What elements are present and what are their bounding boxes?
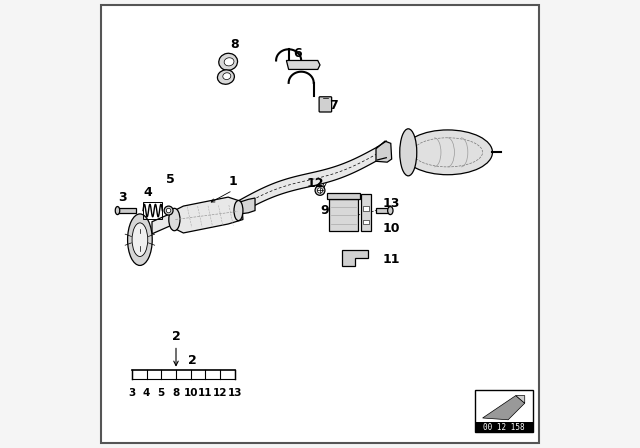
Ellipse shape (403, 130, 493, 175)
Text: 7: 7 (329, 99, 338, 112)
Bar (118, 208, 136, 213)
Polygon shape (516, 396, 525, 403)
Text: 3: 3 (128, 388, 136, 398)
Polygon shape (483, 396, 525, 420)
Ellipse shape (218, 70, 234, 84)
Ellipse shape (224, 58, 234, 66)
Ellipse shape (164, 206, 173, 215)
Text: 8: 8 (172, 388, 180, 398)
Ellipse shape (388, 207, 393, 215)
Text: 00 12 158: 00 12 158 (483, 423, 525, 432)
Text: 10: 10 (184, 388, 198, 398)
Text: 3: 3 (118, 190, 127, 204)
Polygon shape (287, 60, 320, 69)
Text: 5: 5 (157, 388, 165, 398)
FancyBboxPatch shape (319, 97, 332, 112)
Text: 2: 2 (172, 330, 180, 366)
Text: 10: 10 (383, 222, 401, 235)
Text: 2: 2 (188, 354, 196, 367)
Text: 6: 6 (293, 47, 302, 60)
Polygon shape (174, 197, 243, 233)
Text: 11: 11 (198, 388, 212, 398)
Ellipse shape (317, 188, 323, 193)
Text: 1: 1 (228, 175, 237, 188)
Ellipse shape (132, 223, 148, 256)
Ellipse shape (223, 73, 231, 80)
Polygon shape (376, 141, 392, 162)
Ellipse shape (127, 214, 152, 265)
Polygon shape (152, 212, 174, 234)
Bar (143, 202, 162, 219)
Text: 13: 13 (228, 388, 242, 398)
Ellipse shape (315, 185, 325, 195)
Text: 9: 9 (320, 204, 329, 217)
Bar (327, 193, 360, 199)
Text: 13: 13 (383, 197, 401, 211)
Text: 12: 12 (307, 177, 324, 190)
Bar (376, 208, 389, 213)
Polygon shape (239, 146, 378, 214)
Text: 12: 12 (213, 388, 227, 398)
Ellipse shape (166, 208, 171, 213)
Text: 11: 11 (383, 253, 401, 267)
Ellipse shape (400, 129, 417, 176)
Bar (329, 199, 358, 231)
Polygon shape (239, 198, 255, 214)
Text: 5: 5 (166, 172, 174, 186)
Ellipse shape (234, 201, 243, 221)
Ellipse shape (169, 208, 180, 231)
Bar (475, 390, 532, 432)
Text: 8: 8 (230, 38, 239, 52)
Bar (363, 220, 369, 224)
Text: 4: 4 (143, 388, 150, 398)
Bar (363, 206, 369, 211)
Ellipse shape (115, 207, 120, 215)
Polygon shape (342, 250, 369, 266)
Bar (475, 422, 532, 432)
Ellipse shape (219, 53, 237, 70)
Text: 4: 4 (143, 186, 152, 199)
Bar (361, 194, 371, 231)
